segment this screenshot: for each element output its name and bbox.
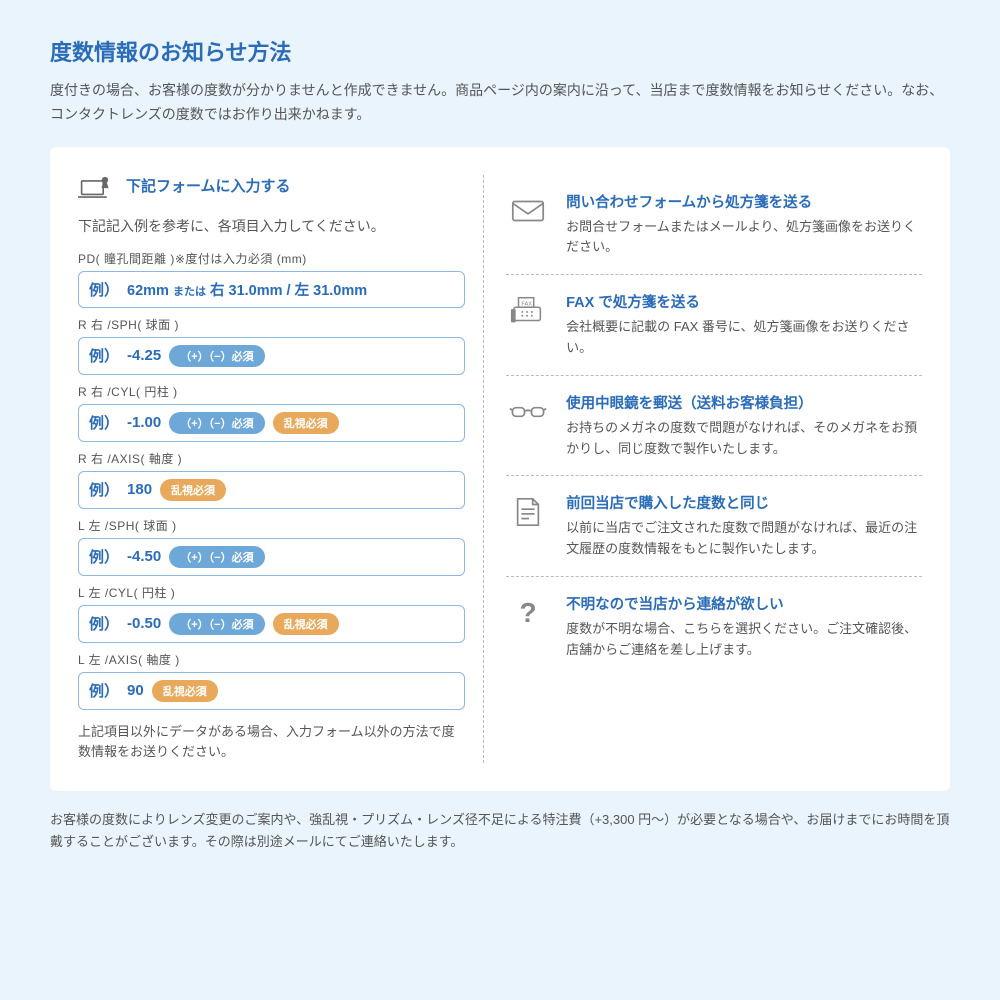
example-prefix: 例）: [89, 613, 119, 634]
field-input-example: 例） 62mm または 右 31.0mm / 左 31.0mm: [78, 271, 465, 308]
example-prefix: 例）: [89, 279, 119, 300]
field-block: R 右 /SPH( 球面 ) 例） -4.25 （+）（−）必須: [78, 316, 465, 375]
field-input-example: 例） -4.25 （+）（−）必須: [78, 337, 465, 375]
field-input-example: 例） -1.00 （+）（−）必須乱視必須: [78, 404, 465, 442]
example-prefix: 例）: [89, 680, 119, 701]
method-title: 問い合わせフォームから処方箋を送る: [566, 191, 922, 212]
example-value: -4.25: [127, 347, 161, 364]
field-label: R 右 /CYL( 円柱 ): [78, 383, 465, 400]
field-block: R 右 /AXIS( 軸度 ) 例） 180 乱視必須: [78, 450, 465, 509]
example-prefix: 例）: [89, 412, 119, 433]
page-title: 度数情報のお知らせ方法: [50, 35, 950, 67]
method-item: FAX FAX で処方箋を送る会社概要に記載の FAX 番号に、処方箋画像をお送り…: [506, 275, 922, 376]
form-method-title: 下記フォームに入力する: [126, 175, 291, 196]
page-description: 度付きの場合、お客様の度数が分かりませんと作成できません。商品ページ内の案内に沿…: [50, 79, 950, 127]
example-prefix: 例）: [89, 479, 119, 500]
example-value: -1.00: [127, 414, 161, 431]
example-value: -4.50: [127, 548, 161, 565]
required-badge: （+）（−）必須: [169, 345, 264, 367]
required-badge: （+）（−）必須: [169, 613, 264, 635]
method-description: お問合せフォームまたはメールより、処方箋画像をお送りください。: [566, 217, 922, 259]
method-title: FAX で処方箋を送る: [566, 291, 922, 312]
example-prefix: 例）: [89, 546, 119, 567]
method-title: 不明なので当店から連絡が欲しい: [566, 593, 922, 614]
example-value: 62mm または 右 31.0mm / 左 31.0mm: [127, 279, 367, 300]
field-label: PD( 瞳孔間距離 )※度付は入力必須 (mm): [78, 250, 465, 267]
field-block: L 左 /AXIS( 軸度 ) 例） 90 乱視必須: [78, 651, 465, 710]
method-description: 以前に当店でご注文された度数で問題がなければ、最近の注文履歴の度数情報をもとに製…: [566, 518, 922, 560]
content-box: 下記フォームに入力する 下記記入例を参考に、各項目入力してください。 PD( 瞳…: [50, 147, 950, 792]
field-label: R 右 /AXIS( 軸度 ): [78, 450, 465, 467]
field-block: L 左 /SPH( 球面 ) 例） -4.50 （+）（−）必須: [78, 517, 465, 576]
methods-column: 問い合わせフォームから処方箋を送るお問合せフォームまたはメールより、処方箋画像を…: [483, 175, 922, 764]
example-prefix: 例）: [89, 345, 119, 366]
method-item: 前回当店で購入した度数と同じ以前に当店でご注文された度数で問題がなければ、最近の…: [506, 476, 922, 577]
method-description: お持ちのメガネの度数で問題がなければ、そのメガネをお預かりし、同じ度数で製作いた…: [566, 418, 922, 460]
svg-text:FAX: FAX: [521, 301, 532, 307]
required-badge: （+）（−）必須: [169, 412, 264, 434]
form-column: 下記フォームに入力する 下記記入例を参考に、各項目入力してください。 PD( 瞳…: [78, 175, 483, 764]
required-badge: 乱視必須: [273, 613, 339, 635]
required-badge: 乱視必須: [152, 680, 218, 702]
field-input-example: 例） 90 乱視必須: [78, 672, 465, 710]
field-label: L 左 /AXIS( 軸度 ): [78, 651, 465, 668]
field-label: L 左 /SPH( 球面 ): [78, 517, 465, 534]
footer-note: お客様の度数によりレンズ変更のご案内や、強乱視・プリズム・レンズ径不足による特注…: [50, 809, 950, 853]
method-item: 使用中眼鏡を郵送（送料お客様負担） お持ちのメガネの度数で問題がなければ、そのメガ…: [506, 376, 922, 477]
field-block: PD( 瞳孔間距離 )※度付は入力必須 (mm) 例） 62mm または 右 31.…: [78, 250, 465, 308]
glasses-icon: [506, 392, 550, 460]
form-subtitle: 下記記入例を参考に、各項目入力してください。: [78, 216, 465, 236]
doc-icon: [506, 492, 550, 560]
field-label: L 左 /CYL( 円柱 ): [78, 584, 465, 601]
form-footnote: 上記項目以外にデータがある場合、入力フォーム以外の方法で度数情報をお送りください…: [78, 722, 465, 764]
example-value: -0.50: [127, 615, 161, 632]
fax-icon: FAX: [506, 291, 550, 359]
field-input-example: 例） -4.50 （+）（−）必須: [78, 538, 465, 576]
example-value: 90: [127, 682, 144, 699]
computer-form-icon: [78, 175, 114, 208]
field-input-example: 例） 180 乱視必須: [78, 471, 465, 509]
mail-icon: [506, 191, 550, 259]
method-item: ? 不明なので当店から連絡が欲しい度数が不明な場合、こちらを選択ください。ご注文確…: [506, 577, 922, 677]
method-title: 前回当店で購入した度数と同じ: [566, 492, 922, 513]
method-description: 度数が不明な場合、こちらを選択ください。ご注文確認後、店舗からご連絡を差し上げま…: [566, 619, 922, 661]
method-description: 会社概要に記載の FAX 番号に、処方箋画像をお送りください。: [566, 317, 922, 359]
required-badge: （+）（−）必須: [169, 546, 264, 568]
required-badge: 乱視必須: [160, 479, 226, 501]
field-block: R 右 /CYL( 円柱 ) 例） -1.00 （+）（−）必須乱視必須: [78, 383, 465, 442]
required-badge: 乱視必須: [273, 412, 339, 434]
question-icon: ?: [506, 593, 550, 661]
question-mark-icon: ?: [520, 597, 537, 629]
field-block: L 左 /CYL( 円柱 ) 例） -0.50 （+）（−）必須乱視必須: [78, 584, 465, 643]
method-item: 問い合わせフォームから処方箋を送るお問合せフォームまたはメールより、処方箋画像を…: [506, 175, 922, 276]
field-input-example: 例） -0.50 （+）（−）必須乱視必須: [78, 605, 465, 643]
field-label: R 右 /SPH( 球面 ): [78, 316, 465, 333]
example-value: 180: [127, 481, 152, 498]
method-title: 使用中眼鏡を郵送（送料お客様負担）: [566, 392, 922, 413]
